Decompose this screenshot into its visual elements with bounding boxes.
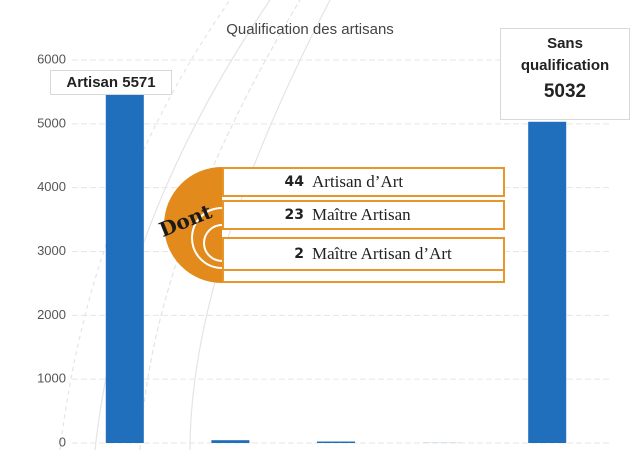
y-tick-label: 6000: [37, 51, 66, 66]
value-label: 23: [224, 207, 312, 223]
inset-frame: [222, 271, 505, 283]
value-label: 2: [224, 246, 312, 262]
y-tick-label: 0: [59, 434, 66, 449]
y-tick-label: 4000: [37, 179, 66, 194]
bar: [106, 87, 144, 443]
bar: [317, 442, 355, 443]
y-tick-label: 3000: [37, 243, 66, 258]
bar: [211, 440, 249, 443]
data-label: Artisan 5571: [50, 70, 172, 95]
category-label: Maître Artisan: [312, 205, 411, 225]
category-label: Sans qualification: [515, 33, 615, 77]
category-label: Artisan d’Art: [312, 172, 403, 192]
data-label: Sans qualification 5032: [500, 28, 630, 120]
bar: [528, 122, 566, 443]
value-label: 44: [224, 174, 312, 190]
page: Qualification des artisans 0 1000 2000 3000…: [0, 0, 642, 457]
y-tick-label: 2000: [37, 307, 66, 322]
value-label: 5032: [501, 81, 629, 103]
category-label: Maître Artisan d’Art: [312, 244, 452, 264]
y-tick-label: 1000: [37, 371, 66, 386]
y-tick-label: 5000: [37, 115, 66, 130]
value-label: 5571: [122, 74, 155, 91]
chart-title: Qualification des artisans: [226, 21, 394, 38]
category-label: Artisan: [66, 74, 118, 91]
